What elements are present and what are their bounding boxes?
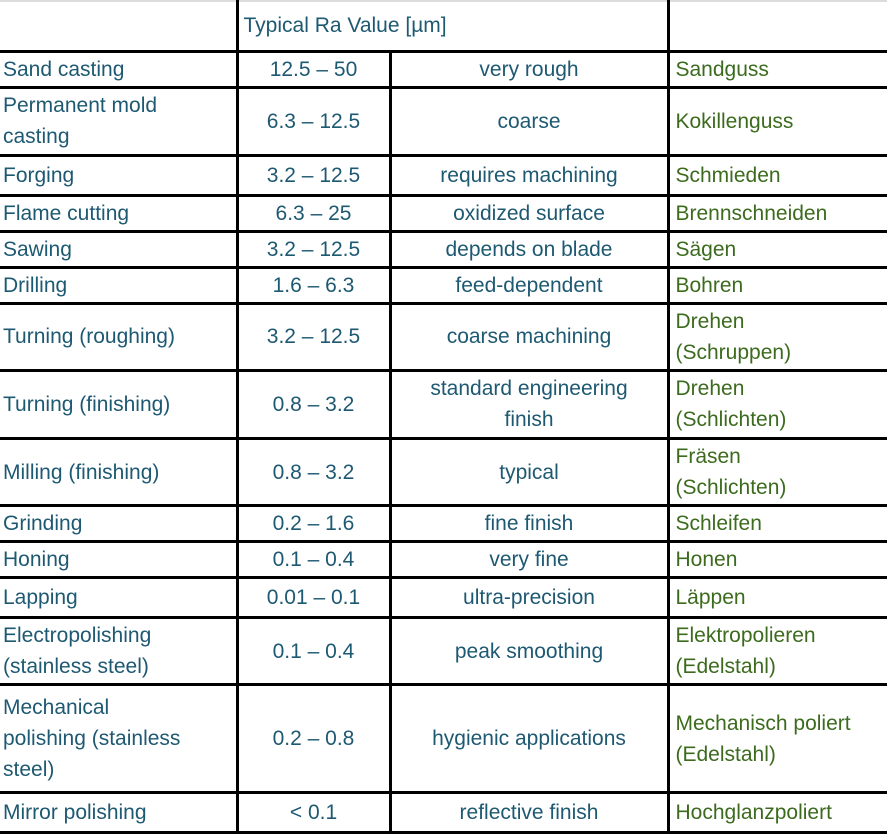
ra-value-cell: 0.1 – 0.4	[237, 617, 392, 685]
ra-value-cell: 0.01 – 0.1	[237, 577, 392, 618]
process-cell: Lapping	[0, 577, 239, 618]
table-row: Drilling 1.6 – 6.3 feed-dependent Bohren	[0, 267, 887, 304]
table-row: Sawing 3.2 – 12.5 depends on blade Sägen	[0, 231, 887, 268]
ra-value-cell: 0.2 – 1.6	[237, 505, 392, 542]
german-term-cell: Drehen (Schruppen)	[675, 309, 792, 364]
process-cell: Turning (finishing)	[0, 370, 239, 439]
ra-value-column-header: Typical Ra Value [µm]	[237, 1, 670, 51]
table-row: Milling (finishing) 0.8 – 3.2 typical Fr…	[0, 438, 887, 506]
table-row: Permanent mold casting 6.3 – 12.5 coarse…	[0, 87, 887, 156]
german-term-cell: Mechanisch poliert (Edelstahl)	[675, 711, 851, 766]
process-cell: Milling (finishing)	[0, 438, 239, 506]
process-cell: Grinding	[0, 505, 239, 542]
description-cell: fine finish	[390, 505, 670, 542]
process-cell: Forging	[0, 155, 239, 196]
description-cell: depends on blade	[390, 231, 670, 268]
ra-value-cell: 3.2 – 12.5	[237, 155, 392, 196]
process-cell: Flame cutting	[0, 195, 239, 232]
german-term-cell: Sandguss	[675, 57, 769, 81]
ra-value-cell: 3.2 – 12.5	[237, 231, 392, 268]
table-body: Sand casting 12.5 – 50 very rough Sandgu…	[0, 51, 887, 833]
table-row: Turning (finishing) 0.8 – 3.2 standard e…	[0, 370, 887, 439]
table-row: Lapping 0.01 – 0.1 ultra-precision Läppe…	[0, 577, 887, 618]
description-cell: feed-dependent	[390, 267, 670, 304]
table-row: Honing 0.1 – 0.4 very fine Honen	[0, 541, 887, 578]
process-cell: Turning (roughing)	[0, 303, 239, 371]
table-row: Mechanical polishing (stainless steel) 0…	[0, 684, 887, 793]
description-cell: hygienic applications	[390, 684, 670, 793]
table-row: Grinding 0.2 – 1.6 fine finish Schleifen	[0, 505, 887, 542]
process-cell: Sawing	[0, 231, 239, 268]
description-cell: coarse	[390, 87, 670, 156]
description-cell: reflective finish	[390, 792, 670, 833]
german-term-cell: Schleifen	[675, 512, 762, 536]
table-row: Flame cutting 6.3 – 25 oxidized surface …	[0, 195, 887, 232]
ra-value-cell: 6.3 – 12.5	[237, 87, 392, 156]
german-term-cell: Sägen	[675, 237, 737, 261]
german-term-cell: Hochglanzpoliert	[675, 801, 832, 825]
process-cell: Electropolishing (stainless steel)	[0, 617, 239, 685]
german-term-cell: Schmieden	[675, 163, 781, 187]
process-cell: Mechanical polishing (stainless steel)	[0, 684, 239, 793]
ra-value-cell: 0.8 – 3.2	[237, 370, 392, 439]
description-cell: typical	[390, 438, 670, 506]
ra-value-cell: 0.8 – 3.2	[237, 438, 392, 506]
german-term-cell: Läppen	[675, 586, 746, 610]
process-cell: Drilling	[0, 267, 239, 304]
description-cell: ultra-precision	[390, 577, 670, 618]
table-row: Turning (roughing) 3.2 – 12.5 coarse mac…	[0, 303, 887, 371]
description-cell: very rough	[390, 51, 670, 88]
description-cell: standard engineering finish	[390, 370, 670, 439]
table-row: Electropolishing (stainless steel) 0.1 –…	[0, 617, 887, 685]
description-cell: peak smoothing	[390, 617, 670, 685]
german-term-cell: Bohren	[675, 273, 744, 297]
process-cell: Mirror polishing	[0, 792, 239, 833]
ra-value-cell: 1.6 – 6.3	[237, 267, 392, 304]
german-term-cell: Brennschneiden	[675, 201, 828, 225]
ra-value-cell: 12.5 – 50	[237, 51, 392, 88]
ra-value-cell: 3.2 – 12.5	[237, 303, 392, 371]
header-empty-cell-left	[0, 1, 239, 51]
header-empty-cell-right	[668, 1, 887, 51]
process-cell: Sand casting	[0, 51, 239, 88]
table-row: Mirror polishing < 0.1 reflective finish…	[0, 792, 887, 833]
german-term-cell: Elektropolieren (Edelstahl)	[675, 624, 816, 679]
process-cell: Permanent mold casting	[0, 87, 239, 156]
table-row: Forging 3.2 – 12.5 requires machining Sc…	[0, 155, 887, 196]
header-row: Typical Ra Value [µm]	[0, 1, 887, 51]
process-cell: Honing	[0, 541, 239, 578]
german-term-cell: Fräsen (Schlichten)	[675, 444, 787, 500]
table-row: Sand casting 12.5 – 50 very rough Sandgu…	[0, 51, 887, 88]
description-cell: very fine	[390, 541, 670, 578]
description-cell: coarse machining	[390, 303, 670, 371]
ra-value-cell: < 0.1	[237, 792, 392, 833]
german-term-cell: Kokillenguss	[675, 109, 794, 133]
description-cell: requires machining	[390, 155, 670, 196]
german-term-cell: Drehen (Schlichten)	[675, 377, 787, 432]
ra-value-cell: 0.1 – 0.4	[237, 541, 392, 578]
description-cell: oxidized surface	[390, 195, 670, 232]
ra-value-cell: 6.3 – 25	[237, 195, 392, 232]
ra-value-cell: 0.2 – 0.8	[237, 684, 392, 793]
german-term-cell: Honen	[675, 548, 738, 572]
